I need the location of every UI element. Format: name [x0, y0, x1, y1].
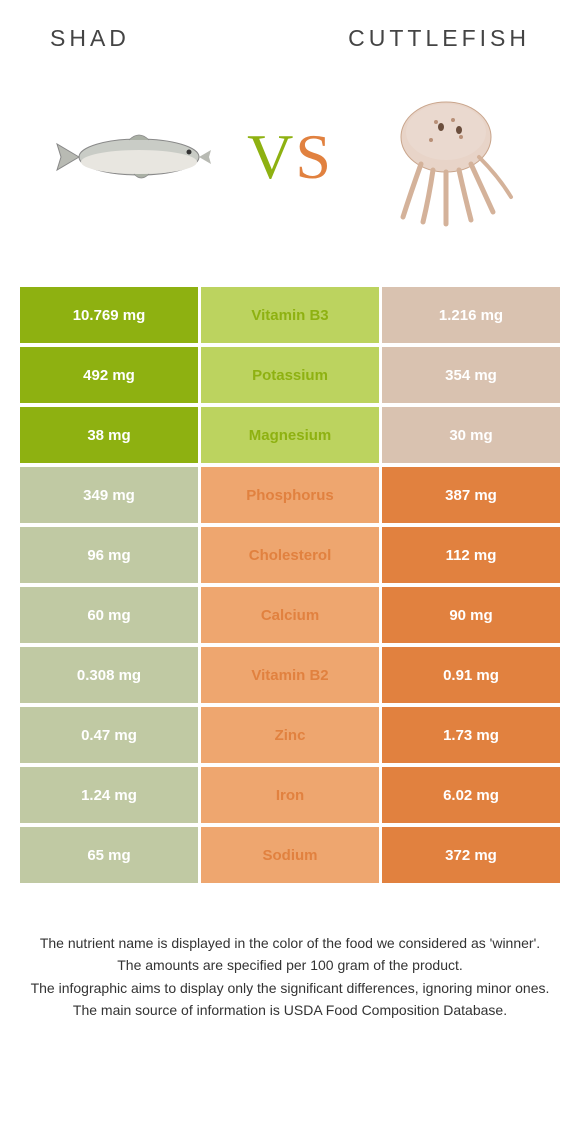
left-value: 0.308 mg — [20, 647, 198, 703]
right-value: 387 mg — [382, 467, 560, 523]
title-shad: Shad — [50, 25, 130, 52]
footnote-line: The amounts are specified per 100 gram o… — [30, 955, 550, 975]
nutrient-name: Sodium — [201, 827, 379, 883]
left-value: 60 mg — [20, 587, 198, 643]
right-value: 112 mg — [382, 527, 560, 583]
right-value: 90 mg — [382, 587, 560, 643]
table-row: 10.769 mgVitamin B31.216 mg — [20, 287, 560, 343]
left-value: 492 mg — [20, 347, 198, 403]
nutrient-name: Phosphorus — [201, 467, 379, 523]
nutrient-table: 10.769 mgVitamin B31.216 mg492 mgPotassi… — [20, 287, 560, 883]
left-value: 10.769 mg — [20, 287, 198, 343]
title-cuttlefish: Cuttlefish — [348, 25, 530, 52]
nutrient-name: Zinc — [201, 707, 379, 763]
fish-icon — [49, 122, 219, 192]
right-value: 30 mg — [382, 407, 560, 463]
vs-v: V — [247, 121, 295, 192]
left-value: 349 mg — [20, 467, 198, 523]
left-value: 1.24 mg — [20, 767, 198, 823]
table-row: 60 mgCalcium90 mg — [20, 587, 560, 643]
left-value: 96 mg — [20, 527, 198, 583]
footnote-line: The nutrient name is displayed in the co… — [30, 933, 550, 953]
vs-s: S — [295, 121, 333, 192]
right-value: 354 mg — [382, 347, 560, 403]
table-row: 0.47 mgZinc1.73 mg — [20, 707, 560, 763]
table-row: 65 mgSodium372 mg — [20, 827, 560, 883]
right-value: 372 mg — [382, 827, 560, 883]
header: Shad Cuttlefish — [0, 0, 580, 67]
footnote: The nutrient name is displayed in the co… — [30, 933, 550, 1020]
nutrient-name: Potassium — [201, 347, 379, 403]
table-row: 492 mgPotassium354 mg — [20, 347, 560, 403]
table-row: 1.24 mgIron6.02 mg — [20, 767, 560, 823]
table-row: 38 mgMagnesium30 mg — [20, 407, 560, 463]
left-value: 65 mg — [20, 827, 198, 883]
nutrient-name: Cholesterol — [201, 527, 379, 583]
right-value: 1.73 mg — [382, 707, 560, 763]
left-value: 38 mg — [20, 407, 198, 463]
left-value: 0.47 mg — [20, 707, 198, 763]
table-row: 0.308 mgVitamin B20.91 mg — [20, 647, 560, 703]
table-row: 96 mgCholesterol112 mg — [20, 527, 560, 583]
right-value: 6.02 mg — [382, 767, 560, 823]
right-value: 0.91 mg — [382, 647, 560, 703]
footnote-line: The infographic aims to display only the… — [30, 978, 550, 998]
cuttlefish-image — [333, 77, 560, 237]
footnote-line: The main source of information is USDA F… — [30, 1000, 550, 1020]
right-value: 1.216 mg — [382, 287, 560, 343]
table-row: 349 mgPhosphorus387 mg — [20, 467, 560, 523]
nutrient-name: Calcium — [201, 587, 379, 643]
nutrient-name: Vitamin B3 — [201, 287, 379, 343]
nutrient-name: Iron — [201, 767, 379, 823]
nutrient-name: Vitamin B2 — [201, 647, 379, 703]
shad-image — [20, 77, 247, 237]
nutrient-name: Magnesium — [201, 407, 379, 463]
cuttlefish-icon — [361, 82, 531, 232]
vs-row: VS — [0, 67, 580, 267]
vs-label: VS — [247, 120, 333, 194]
